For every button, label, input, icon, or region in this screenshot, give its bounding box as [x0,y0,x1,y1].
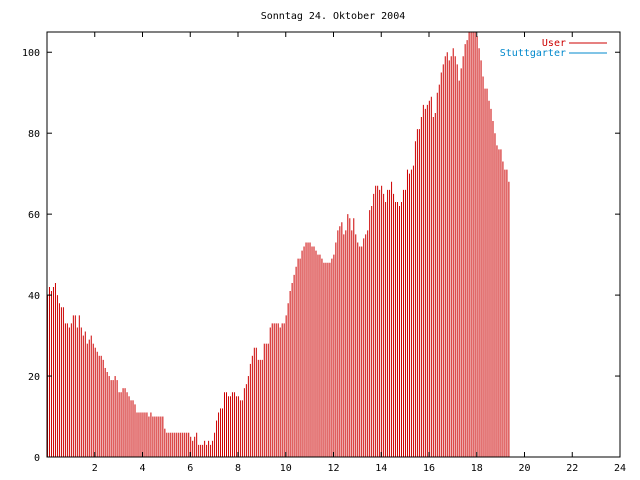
x-tick-label: 4 [139,463,145,474]
x-tick-label: 14 [375,463,387,474]
x-tick-label: 2 [92,463,98,474]
y-tick-label: 0 [34,453,40,464]
legend-label-stuttgarter: Stuttgarter [500,48,566,59]
x-tick-label: 24 [614,463,626,474]
x-axis: 2 4 6 8 10 12 14 16 18 20 22 24 [92,32,626,474]
legend-label-user: User [542,38,566,49]
x-tick-label: 22 [566,463,578,474]
x-tick-label: 12 [327,463,339,474]
x-tick-label: 18 [471,463,483,474]
x-tick-label: 8 [235,463,241,474]
x-tick-label: 20 [518,463,530,474]
y-tick-label: 20 [28,372,40,383]
legend: User Stuttgarter [500,38,607,59]
y-tick-label: 60 [28,210,40,221]
x-tick-label: 6 [187,463,193,474]
x-tick-label: 16 [423,463,435,474]
y-tick-label: 100 [22,48,40,59]
y-tick-label: 40 [28,291,40,302]
chart-title: Sonntag 24. Oktober 2004 [261,11,406,22]
x-tick-label: 10 [280,463,292,474]
y-tick-label: 80 [28,129,40,140]
bar-series-user [47,32,510,457]
y-axis: 0 20 40 60 80 100 [22,48,620,464]
